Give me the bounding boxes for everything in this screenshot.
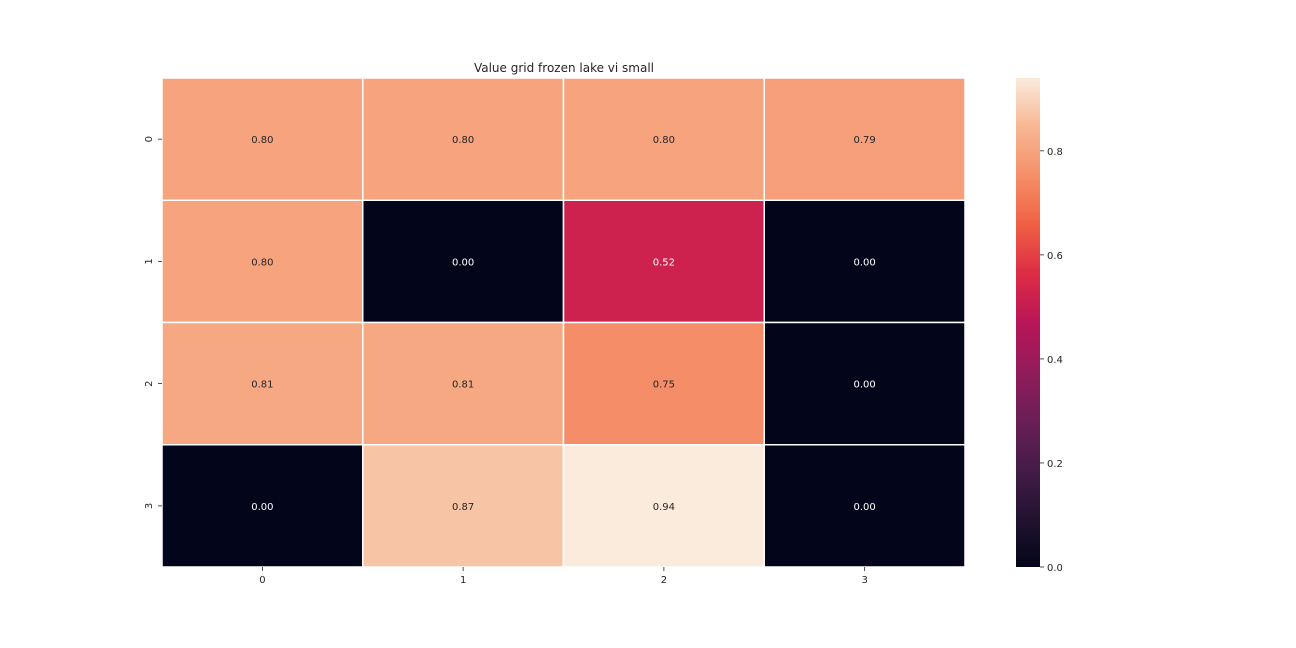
heatmap-cell-r0-c1 bbox=[362, 77, 565, 201]
cell-annotation-r0-c2: 0.80 bbox=[653, 135, 675, 146]
heatmap-cell-r0-c2 bbox=[562, 77, 765, 201]
cell-annotation-r0-c3: 0.79 bbox=[853, 135, 875, 146]
x-tick-label: 2 bbox=[661, 575, 667, 586]
y-tick-label: 2 bbox=[144, 380, 155, 386]
cell-annotation-r0-c0: 0.80 bbox=[251, 135, 273, 146]
cell-annotation-r3-c1: 0.87 bbox=[452, 502, 474, 513]
cell-annotation-r1-c2: 0.52 bbox=[653, 257, 675, 268]
x-tick-label: 1 bbox=[460, 575, 466, 586]
x-tick-label: 0 bbox=[259, 575, 265, 586]
cell-annotation-r2-c2: 0.75 bbox=[653, 380, 675, 391]
cell-annotation-r2-c1: 0.81 bbox=[452, 380, 474, 391]
cell-annotation-r1-c0: 0.80 bbox=[251, 257, 273, 268]
heatmap-cell-r1-c3 bbox=[763, 199, 966, 324]
y-tick-label: 0 bbox=[144, 136, 155, 142]
x-tick-label: 3 bbox=[861, 575, 867, 586]
cell-annotation-r3-c2: 0.94 bbox=[653, 502, 675, 513]
colorbar-tick-label: 0.8 bbox=[1047, 147, 1063, 158]
y-axis-ticks: 0 1 2 3 bbox=[144, 136, 162, 509]
y-tick-label: 3 bbox=[144, 503, 155, 509]
heatmap-cell-r3-c2 bbox=[562, 444, 765, 568]
heatmap-cell-r1-c0 bbox=[161, 199, 364, 324]
x-axis-ticks: 0 1 2 3 bbox=[259, 567, 868, 586]
colorbar-tick-label: 0.4 bbox=[1047, 355, 1063, 366]
heatmap-cell-r0-c0 bbox=[161, 77, 364, 201]
heatmap-cell-r1-c1 bbox=[362, 199, 565, 324]
cell-annotation-r1-c1: 0.00 bbox=[452, 257, 474, 268]
heatmap-cell-r3-c0 bbox=[161, 444, 364, 568]
heatmap-cell-r0-c3 bbox=[763, 77, 966, 201]
chart-title: Value grid frozen lake vi small bbox=[474, 61, 654, 75]
cell-annotation-r2-c3: 0.00 bbox=[853, 380, 875, 391]
heatmap-cells bbox=[161, 77, 966, 568]
y-tick-label: 1 bbox=[144, 258, 155, 264]
heatmap-cell-r3-c3 bbox=[763, 444, 966, 568]
colorbar-tick-label: 0.6 bbox=[1047, 251, 1063, 262]
cell-annotation-r2-c0: 0.81 bbox=[251, 380, 273, 391]
colorbar: 0.0 0.2 0.4 0.6 0.8 bbox=[1016, 78, 1063, 574]
colorbar-tick-label: 0.0 bbox=[1047, 563, 1063, 574]
cell-annotation-r1-c3: 0.00 bbox=[853, 257, 875, 268]
heatmap-cell-r3-c1 bbox=[362, 444, 565, 568]
cell-annotation-r0-c1: 0.80 bbox=[452, 135, 474, 146]
cell-annotations: 0.80 0.80 0.80 0.79 0.80 0.00 0.52 0.00 0.81 0.81… bbox=[251, 135, 876, 513]
colorbar-gradient bbox=[1016, 78, 1040, 567]
colorbar-tick-label: 0.2 bbox=[1047, 459, 1063, 470]
cell-annotation-r3-c3: 0.00 bbox=[853, 502, 875, 513]
heatmap-cell-r2-c3 bbox=[763, 321, 966, 446]
cell-annotation-r3-c0: 0.00 bbox=[251, 502, 273, 513]
heatmap-cell-r2-c1 bbox=[362, 321, 565, 446]
colorbar-ticks: 0.0 0.2 0.4 0.6 0.8 bbox=[1040, 147, 1063, 574]
